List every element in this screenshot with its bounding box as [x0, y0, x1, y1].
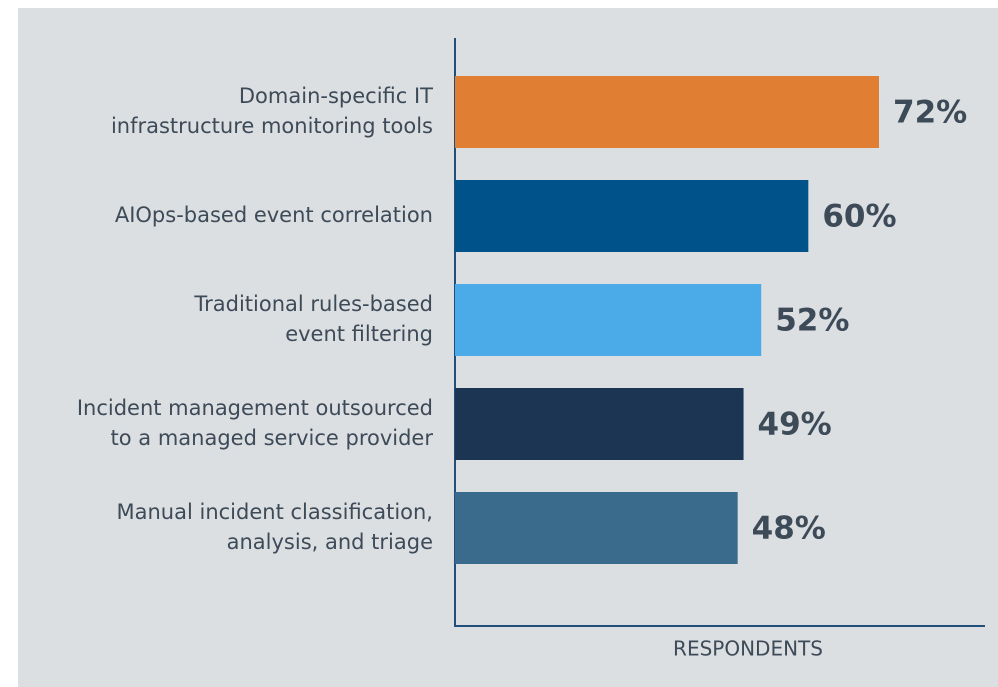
value-label: 72%: [893, 95, 967, 131]
bar: [455, 180, 809, 252]
category-label: Manual incident classification,: [117, 500, 434, 524]
bar: [455, 388, 744, 460]
value-label: 49%: [758, 407, 832, 443]
bar: [455, 76, 879, 148]
bar: [455, 492, 738, 564]
value-label: 60%: [822, 199, 896, 235]
x-axis-label: RESPONDENTS: [673, 637, 823, 661]
category-label: Domain-specific IT: [239, 84, 433, 108]
category-label: infrastructure monitoring tools: [111, 114, 433, 138]
category-label: AIOps-based event correlation: [115, 203, 433, 227]
category-label: to a managed service provider: [111, 426, 434, 450]
category-label: Incident management outsourced: [77, 396, 433, 420]
value-label: 48%: [752, 511, 826, 547]
category-label: Traditional rules-based: [193, 292, 433, 316]
category-label: event filtering: [285, 322, 433, 346]
category-label: analysis, and triage: [227, 530, 433, 554]
value-label: 52%: [775, 303, 849, 339]
bar: [455, 284, 762, 356]
